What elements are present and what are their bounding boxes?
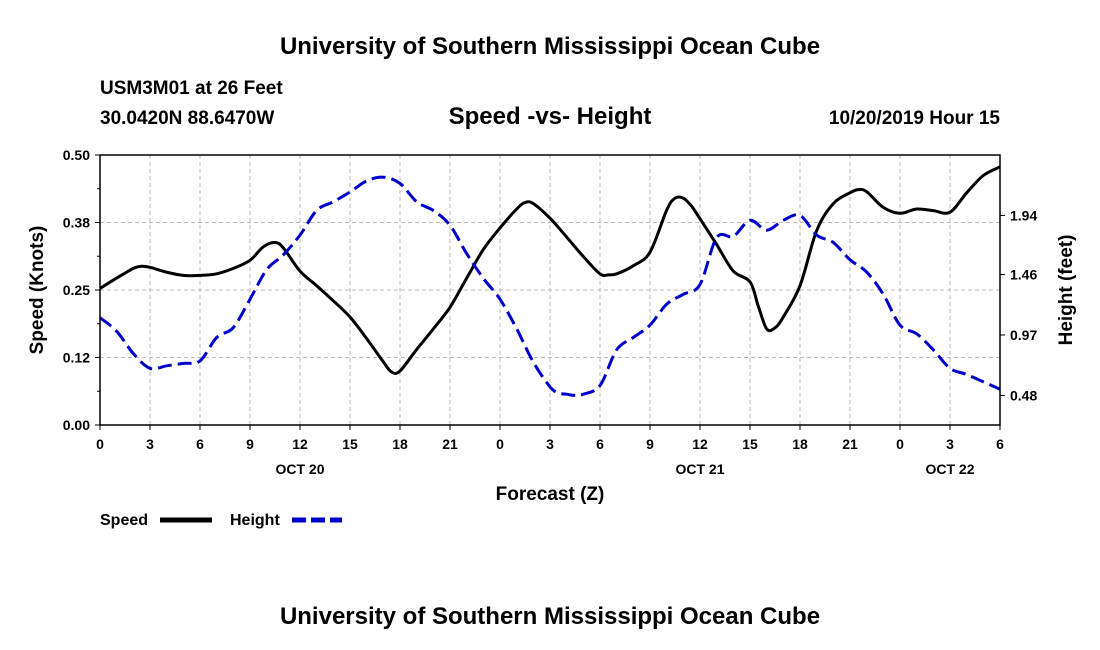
y-right-tick-label: 1.94 (1010, 207, 1037, 223)
timestamp-label: 10/20/2019 Hour 15 (829, 108, 1001, 129)
x-tick-label: 0 (896, 436, 904, 452)
x-tick-label: 21 (442, 436, 458, 452)
x-tick-label: 15 (342, 436, 358, 452)
x-axis-label: Forecast (Z) (496, 484, 605, 505)
x-tick-label: 3 (946, 436, 954, 452)
x-tick-label: 18 (392, 436, 408, 452)
y-left-tick-label: 0.38 (63, 215, 90, 231)
x-tick-label: 12 (692, 436, 708, 452)
x-tick-label: 9 (646, 436, 654, 452)
x-tick-label: 6 (996, 436, 1004, 452)
location-label: 30.0420N 88.6470W (100, 108, 274, 129)
legend: Speed Height (100, 512, 342, 529)
y-axis-right-label: Height (feet) (1056, 235, 1077, 346)
y-left-tick-label: 0.25 (63, 282, 90, 298)
x-tick-label: 21 (842, 436, 858, 452)
legend-height-label: Height (230, 512, 280, 529)
x-tick-label: 0 (96, 436, 104, 452)
y-axis-left-label: Speed (Knots) (27, 226, 48, 355)
series-layer (99, 165, 1001, 397)
station-label: USM3M01 at 26 Feet (100, 78, 283, 99)
x-tick-label: 15 (742, 436, 758, 452)
axes: 0 3 6 9 12 15 18 21 0 3 6 9 12 15 18 21 0 3 6 OCT 20 OCT 21 O… (63, 147, 1038, 477)
y-left-tick-label: 0.50 (63, 147, 90, 163)
x-tick-label: 6 (596, 436, 604, 452)
x-tick-label: 18 (792, 436, 808, 452)
series-speed-line (99, 165, 1001, 376)
chart-title: University of Southern Mississippi Ocean… (280, 33, 820, 60)
footer-title: University of Southern Mississippi Ocean… (280, 603, 820, 630)
chart-subtitle: Speed -vs- Height (449, 103, 652, 130)
grid (100, 155, 1000, 425)
x-tick-label: 0 (496, 436, 504, 452)
x-tick-label: 12 (292, 436, 308, 452)
series-height-line (99, 175, 1001, 397)
y-right-tick-label: 0.97 (1010, 327, 1037, 343)
y-right-tick-label: 0.48 (1010, 387, 1037, 403)
x-date-label: OCT 22 (925, 461, 974, 477)
x-date-label: OCT 21 (675, 461, 724, 477)
y-right-tick-label: 1.46 (1010, 267, 1037, 283)
legend-speed-label: Speed (100, 512, 148, 529)
y-left-tick-label: 0.12 (63, 350, 90, 366)
x-date-label: OCT 20 (275, 461, 324, 477)
x-tick-label: 6 (196, 436, 204, 452)
y-left-tick-label: 0.00 (63, 417, 90, 433)
x-tick-label: 9 (246, 436, 254, 452)
x-tick-label: 3 (146, 436, 154, 452)
x-tick-label: 3 (546, 436, 554, 452)
